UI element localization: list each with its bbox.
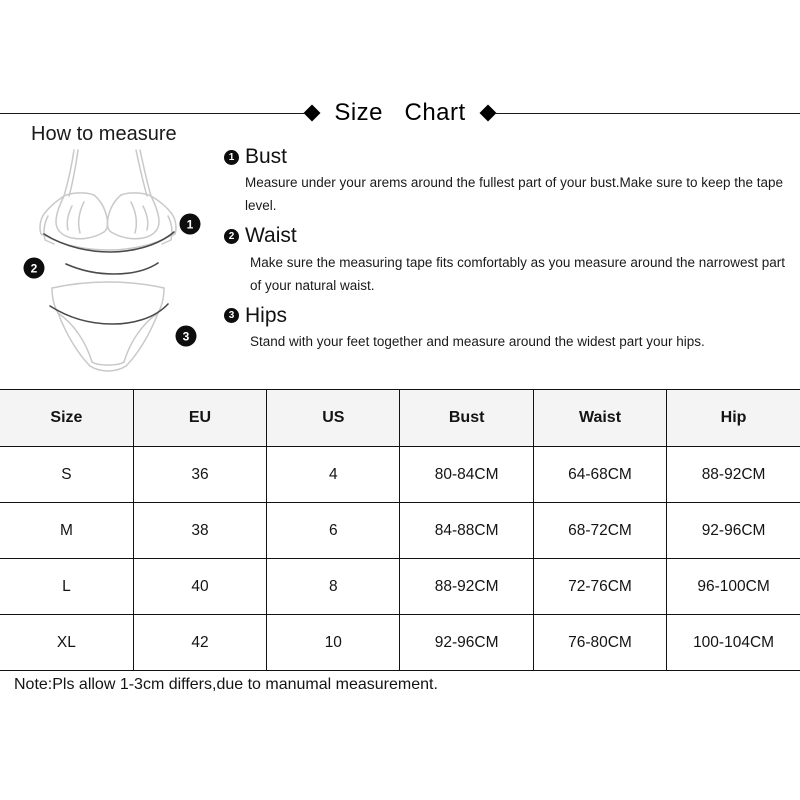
table-column-header-waist: Waist xyxy=(532,389,668,447)
table-cell-size: S xyxy=(0,446,134,503)
table-cell-size: XL xyxy=(0,614,134,671)
table-row: S 36 4 80-84CM 64-68CM 88-92CM xyxy=(0,446,800,503)
table-cell-us: 4 xyxy=(266,446,401,503)
diamond-icon-left xyxy=(303,104,321,122)
table-cell-bust: 80-84CM xyxy=(399,446,534,503)
table-cell-waist: 72-76CM xyxy=(532,558,668,615)
instruction-hips: 3 Hips Stand with your feet together and… xyxy=(224,303,790,353)
table-cell-eu: 38 xyxy=(132,502,268,559)
table-column-header-us: US xyxy=(266,389,401,447)
instruction-waist-body: Make sure the measuring tape fits comfor… xyxy=(250,254,786,293)
table-row: XL 42 10 92-96CM 76-80CM 100-104CM xyxy=(0,614,800,671)
measurement-instructions: 1 Bust Measure under your arems around t… xyxy=(224,145,790,353)
table-cell-waist: 64-68CM xyxy=(532,446,668,503)
svg-text:1: 1 xyxy=(187,218,194,232)
table-cell-us: 10 xyxy=(266,614,401,671)
instruction-waist-title: Waist xyxy=(245,224,297,248)
badge-3-icon: 3 xyxy=(224,308,239,324)
footer-note: Note:Pls allow 1-3cm differs,due to manu… xyxy=(14,676,438,693)
table-cell-bust: 92-96CM xyxy=(399,614,534,671)
table-cell-eu: 36 xyxy=(132,446,268,503)
table-cell-hip: 92-96CM xyxy=(666,502,800,559)
instruction-bust-title-row: 1 Bust xyxy=(224,145,790,168)
diamond-icon-right xyxy=(479,104,497,122)
table-cell-bust: 84-88CM xyxy=(399,502,534,559)
instruction-hips-title: Hips xyxy=(245,303,288,327)
table-cell-eu: 42 xyxy=(132,614,268,671)
instruction-bust-body: Measure under your arems around the full… xyxy=(245,175,784,214)
instruction-waist: 2 Waist Make sure the measuring tape fit… xyxy=(224,225,790,296)
table-cell-us: 6 xyxy=(266,502,401,559)
table-cell-waist: 68-72CM xyxy=(532,502,668,559)
table-cell-hip: 88-92CM xyxy=(666,446,800,503)
table-cell-hip: 100-104CM xyxy=(666,614,800,671)
table-cell-waist: 76-80CM xyxy=(532,614,668,671)
table-cell-size: L xyxy=(0,558,134,615)
table-header-row: Size EU US Bust Waist Hip xyxy=(0,389,800,447)
title-rule-right xyxy=(495,112,800,114)
table-body: S 36 4 80-84CM 64-68CM 88-92CM M 38 6 84-88CM 68-7… xyxy=(0,446,800,671)
size-chart-table: Size EU US Bust Waist Hip S 36 4 80-84CM 64-68CM 8… xyxy=(0,389,800,671)
table-cell-hip: 96-100CM xyxy=(666,558,800,615)
table-cell-bust: 88-92CM xyxy=(399,558,534,615)
badge-2-icon: 2 xyxy=(224,229,239,244)
hip-measure-line xyxy=(49,303,169,325)
bust-measure-line xyxy=(43,231,175,253)
instruction-hips-body: Stand with your feet together and measur… xyxy=(250,334,705,350)
table-column-header-hip: Hip xyxy=(666,389,800,447)
instruction-bust: 1 Bust Measure under your arems around t… xyxy=(224,145,790,217)
table-row: L 40 8 88-92CM 72-76CM 96-100CM xyxy=(0,558,800,615)
size-chart-title-band: Size Chart xyxy=(0,97,800,129)
table-column-header-size: Size xyxy=(0,389,134,447)
title-rule-left xyxy=(0,112,305,114)
how-to-measure-heading: How to measure xyxy=(31,123,177,145)
table-column-header-bust: Bust xyxy=(399,389,534,447)
hip-marker: 3 xyxy=(175,325,197,347)
svg-text:2: 2 xyxy=(31,262,38,276)
instruction-waist-title-row: 2 Waist xyxy=(224,225,790,247)
waist-measure-line xyxy=(65,262,159,275)
table-header: Size EU US Bust Waist Hip xyxy=(0,389,800,447)
waist-marker: 2 xyxy=(23,257,45,279)
instruction-bust-title: Bust xyxy=(245,145,288,168)
instruction-hips-title-row: 3 Hips xyxy=(224,303,790,327)
bust-marker: 1 xyxy=(179,213,201,235)
table-cell-size: M xyxy=(0,502,134,559)
bikini-measurement-illustration: 1 2 3 xyxy=(18,148,220,372)
table-cell-eu: 40 xyxy=(132,558,268,615)
table-cell-us: 8 xyxy=(266,558,401,615)
svg-text:3: 3 xyxy=(183,330,190,344)
table-column-header-eu: EU xyxy=(132,389,268,447)
badge-1-icon: 1 xyxy=(224,149,239,165)
table-row: M 38 6 84-88CM 68-72CM 92-96CM xyxy=(0,502,800,559)
page-title: Size Chart xyxy=(334,99,466,126)
